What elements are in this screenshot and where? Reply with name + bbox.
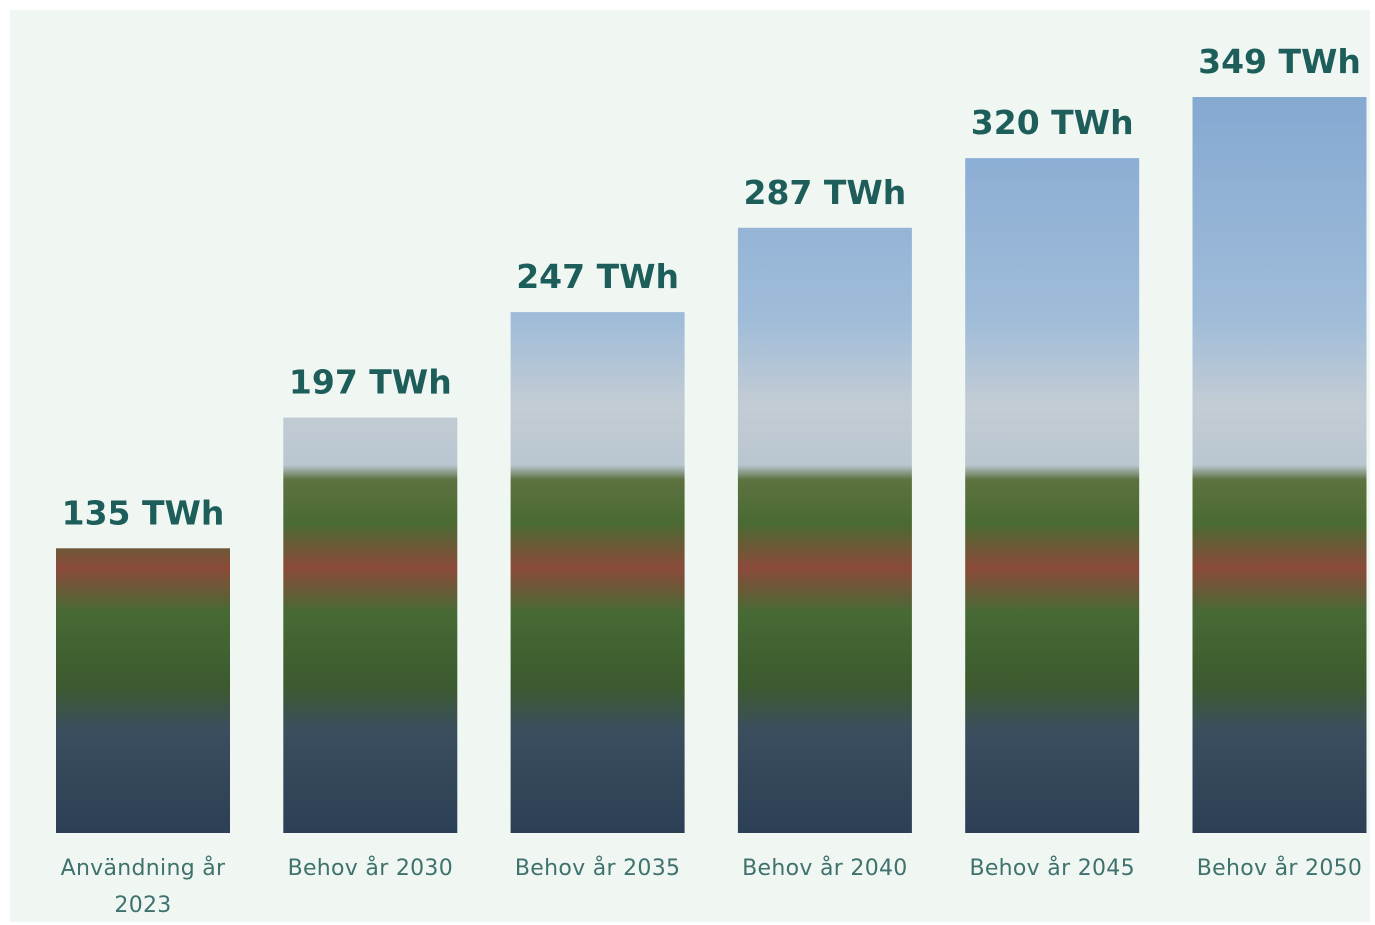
bar: [738, 228, 912, 833]
bar: [56, 548, 230, 833]
value-label: 287 TWh: [744, 173, 907, 212]
page: {"chart_data": {"type": "bar", "categori…: [0, 0, 1375, 925]
bar: [965, 158, 1139, 833]
category-label: Behov år 2050: [1180, 850, 1375, 887]
category-label: Behov år 2045: [952, 850, 1152, 887]
category-label: Behov år 2035: [498, 850, 698, 887]
chart: 135 TWh 197 TWh 247 TWh 287 TWh 320 TWh 349 T…: [0, 0, 1375, 925]
value-label: 320 TWh: [971, 103, 1134, 142]
value-label: 349 TWh: [1198, 42, 1361, 81]
value-label: 135 TWh: [62, 493, 225, 532]
value-label: 247 TWh: [516, 257, 679, 296]
bar: [511, 312, 685, 833]
bar: [1193, 97, 1367, 833]
category-label: Användning år 2023: [48, 850, 238, 924]
value-label: 197 TWh: [289, 363, 452, 402]
bar: [283, 418, 457, 833]
category-label: Behov år 2040: [725, 850, 925, 887]
category-label: Behov år 2030: [270, 850, 470, 887]
